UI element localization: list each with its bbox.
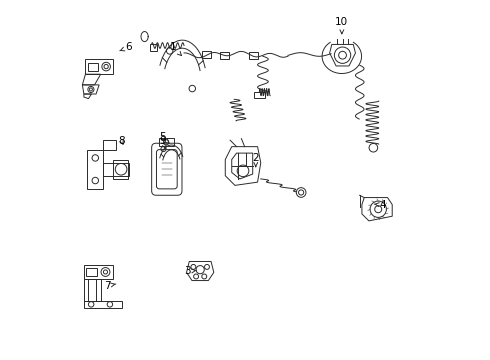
Text: 5: 5: [159, 132, 169, 143]
Text: 8: 8: [118, 136, 124, 145]
Text: 4: 4: [374, 200, 387, 210]
Text: 1: 1: [170, 42, 182, 56]
Text: 10: 10: [335, 17, 348, 34]
Text: 3: 3: [184, 266, 196, 276]
Text: 7: 7: [103, 281, 116, 291]
Text: 9: 9: [159, 136, 166, 149]
Text: 6: 6: [120, 42, 132, 52]
Text: 2: 2: [252, 153, 259, 167]
